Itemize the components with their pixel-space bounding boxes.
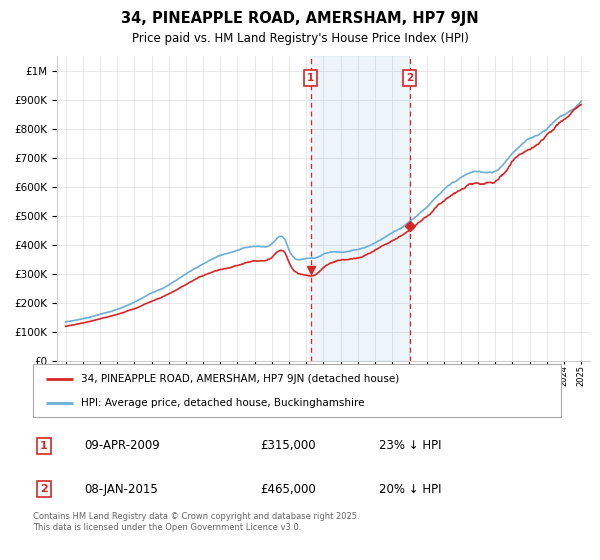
Text: 23% ↓ HPI: 23% ↓ HPI (379, 440, 441, 452)
Bar (311, 56, 410, 361)
Text: 1: 1 (40, 441, 47, 451)
Text: 34, PINEAPPLE ROAD, AMERSHAM, HP7 9JN (detached house): 34, PINEAPPLE ROAD, AMERSHAM, HP7 9JN (d… (80, 374, 399, 384)
Text: 08-JAN-2015: 08-JAN-2015 (84, 483, 158, 496)
FancyBboxPatch shape (33, 364, 561, 417)
Text: Contains HM Land Registry data © Crown copyright and database right 2025.
This d: Contains HM Land Registry data © Crown c… (33, 512, 359, 532)
Text: 2: 2 (40, 484, 47, 494)
Text: 2: 2 (406, 73, 413, 83)
Text: Price paid vs. HM Land Registry's House Price Index (HPI): Price paid vs. HM Land Registry's House … (131, 32, 469, 45)
Text: £315,000: £315,000 (260, 440, 316, 452)
Text: 09-APR-2009: 09-APR-2009 (84, 440, 160, 452)
Text: 20% ↓ HPI: 20% ↓ HPI (379, 483, 441, 496)
Text: HPI: Average price, detached house, Buckinghamshire: HPI: Average price, detached house, Buck… (80, 398, 364, 408)
Text: 1: 1 (307, 73, 314, 83)
Text: £465,000: £465,000 (260, 483, 316, 496)
Text: 34, PINEAPPLE ROAD, AMERSHAM, HP7 9JN: 34, PINEAPPLE ROAD, AMERSHAM, HP7 9JN (121, 11, 479, 26)
